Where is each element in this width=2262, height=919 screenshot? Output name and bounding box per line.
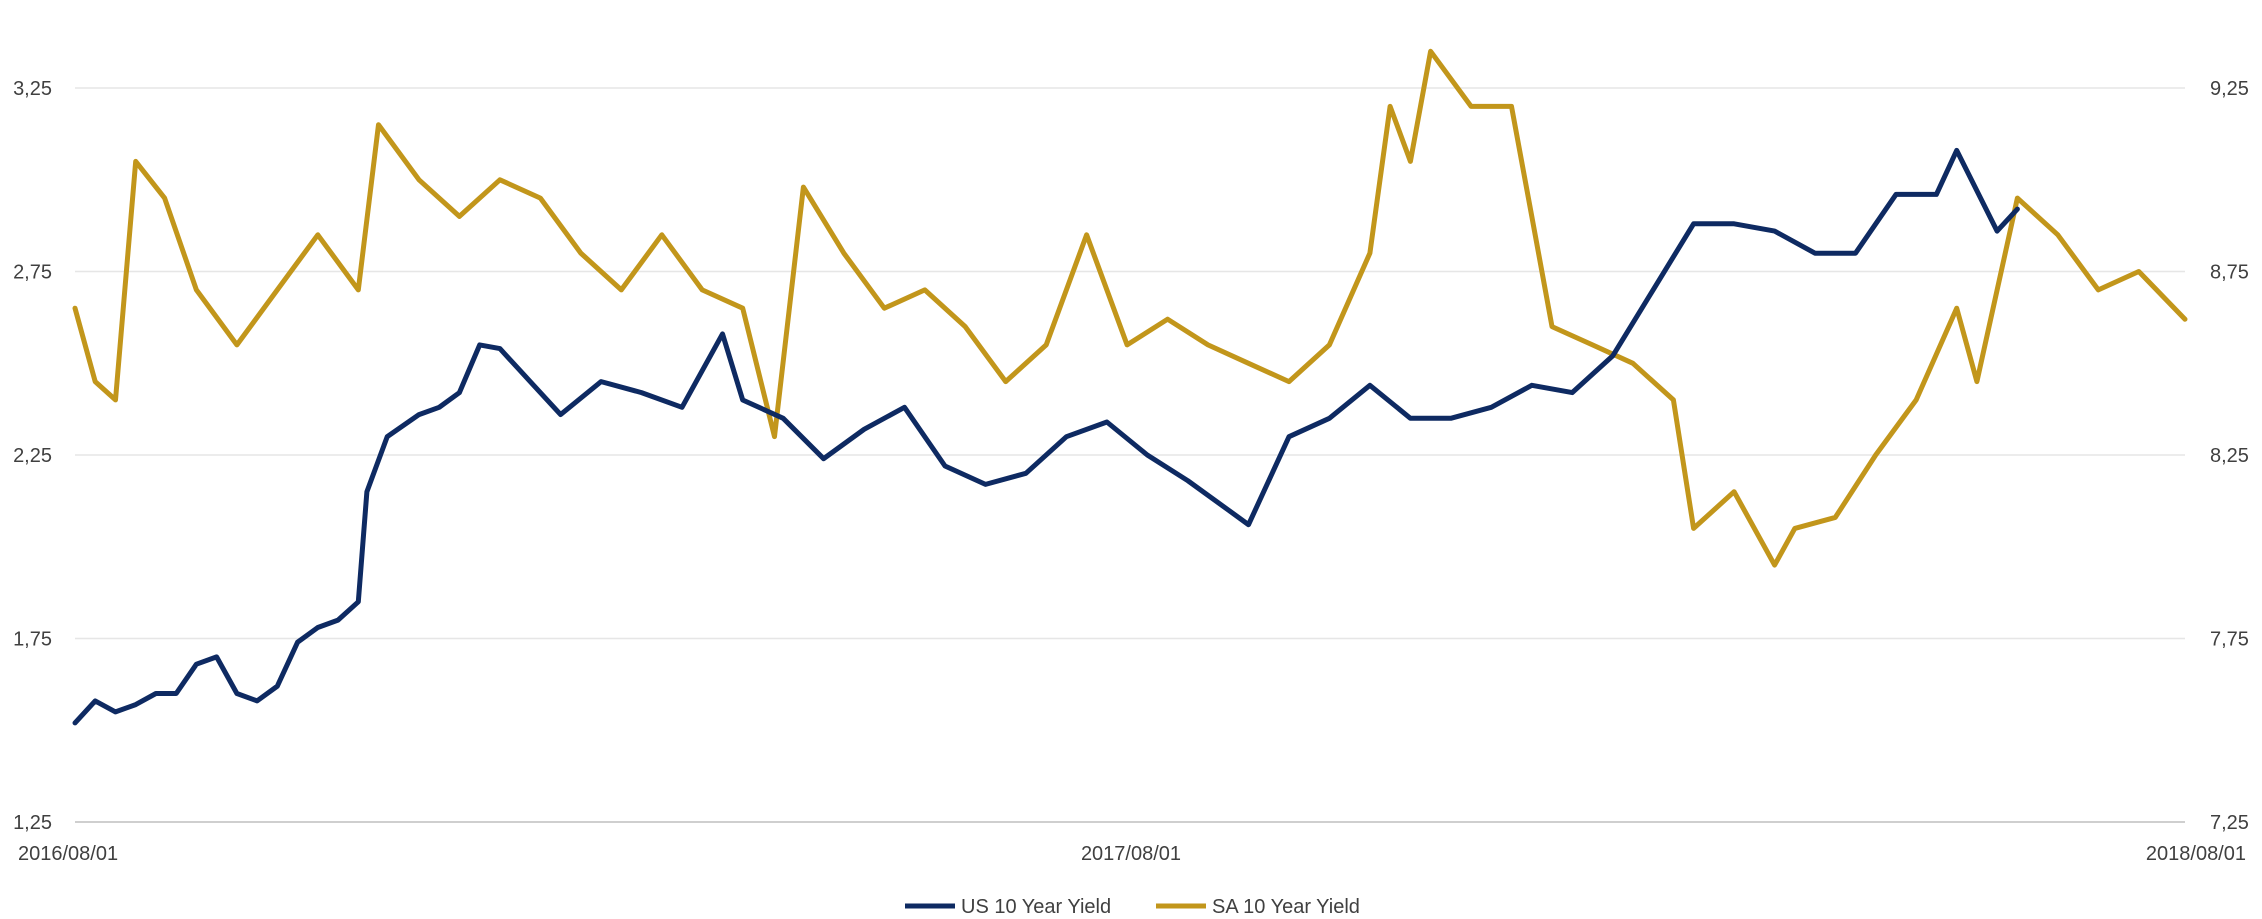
right-y-tick-label: 7,75	[2210, 629, 2249, 651]
right-y-tick-label: 8,75	[2210, 262, 2249, 284]
sa-10-year-yield-line	[72, 48, 2188, 568]
left-y-tick-label: 3,25	[13, 78, 52, 100]
us-10-year-yield-line	[72, 147, 2020, 726]
legend-item-us: US 10 Year Yield	[905, 896, 1111, 918]
x-axis-ticks: 2016/08/01 2017/08/01 2018/08/01	[18, 843, 2246, 865]
x-tick-label: 2017/08/01	[1081, 843, 1181, 865]
legend-label-us: US 10 Year Yield	[961, 896, 1111, 918]
legend-label-sa: SA 10 Year Yield	[1212, 896, 1360, 918]
gridlines	[75, 87, 2185, 640]
left-y-axis: 1,25 1,75 2,25 2,75 3,25	[13, 78, 52, 834]
left-y-tick-label: 1,25	[13, 812, 52, 834]
left-y-tick-label: 1,75	[13, 629, 52, 651]
right-y-tick-label: 8,25	[2210, 445, 2249, 467]
x-tick-label: 2018/08/01	[2146, 843, 2246, 865]
right-y-tick-label: 9,25	[2210, 78, 2249, 100]
series-lines	[72, 48, 2188, 726]
legend: US 10 Year Yield SA 10 Year Yield	[905, 896, 1360, 918]
left-y-tick-label: 2,25	[13, 445, 52, 467]
right-y-tick-label: 7,25	[2210, 812, 2249, 834]
legend-item-sa: SA 10 Year Yield	[1156, 896, 1360, 918]
right-y-axis: 7,25 7,75 8,25 8,75 9,25	[2210, 78, 2249, 834]
x-tick-label: 2016/08/01	[18, 843, 118, 865]
left-y-tick-label: 2,75	[13, 262, 52, 284]
